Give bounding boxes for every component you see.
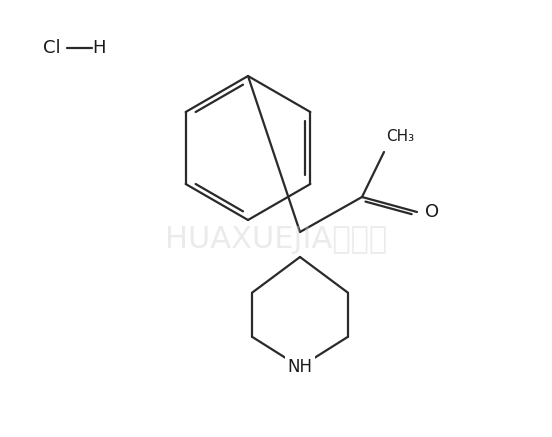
Text: HUAXUEJIA化学加: HUAXUEJIA化学加 — [165, 225, 387, 254]
Text: CH₃: CH₃ — [386, 129, 414, 144]
Text: O: O — [425, 203, 439, 221]
Text: NH: NH — [288, 358, 312, 376]
Text: Cl: Cl — [43, 39, 61, 57]
Text: H: H — [92, 39, 106, 57]
